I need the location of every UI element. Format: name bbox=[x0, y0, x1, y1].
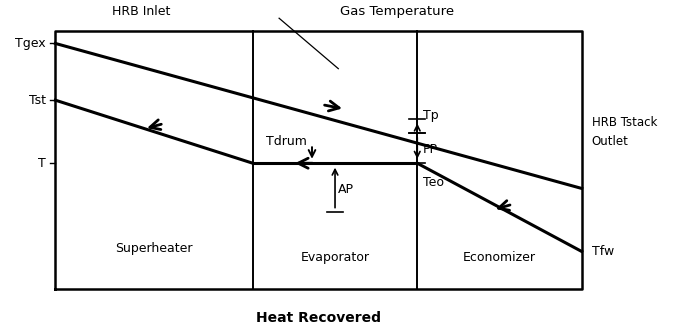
Text: Superheater: Superheater bbox=[115, 242, 193, 255]
Text: HRB Inlet: HRB Inlet bbox=[112, 5, 170, 18]
Text: Tst: Tst bbox=[28, 94, 46, 107]
Text: Heat Recovered: Heat Recovered bbox=[256, 312, 381, 325]
Text: Outlet: Outlet bbox=[592, 135, 628, 148]
Text: Tfw: Tfw bbox=[592, 245, 614, 258]
Text: T: T bbox=[38, 157, 46, 170]
Text: Economizer: Economizer bbox=[463, 251, 536, 264]
Text: Tp: Tp bbox=[423, 110, 438, 122]
Text: PP: PP bbox=[423, 143, 437, 155]
Text: Gas Temperature: Gas Temperature bbox=[340, 5, 454, 18]
Text: Evaporator: Evaporator bbox=[301, 251, 369, 264]
Text: HRB Tstack: HRB Tstack bbox=[592, 116, 657, 129]
Text: Tgex: Tgex bbox=[15, 37, 46, 50]
Text: AP: AP bbox=[338, 182, 355, 196]
Text: Tdrum: Tdrum bbox=[266, 135, 307, 148]
Text: Teo: Teo bbox=[423, 176, 443, 189]
